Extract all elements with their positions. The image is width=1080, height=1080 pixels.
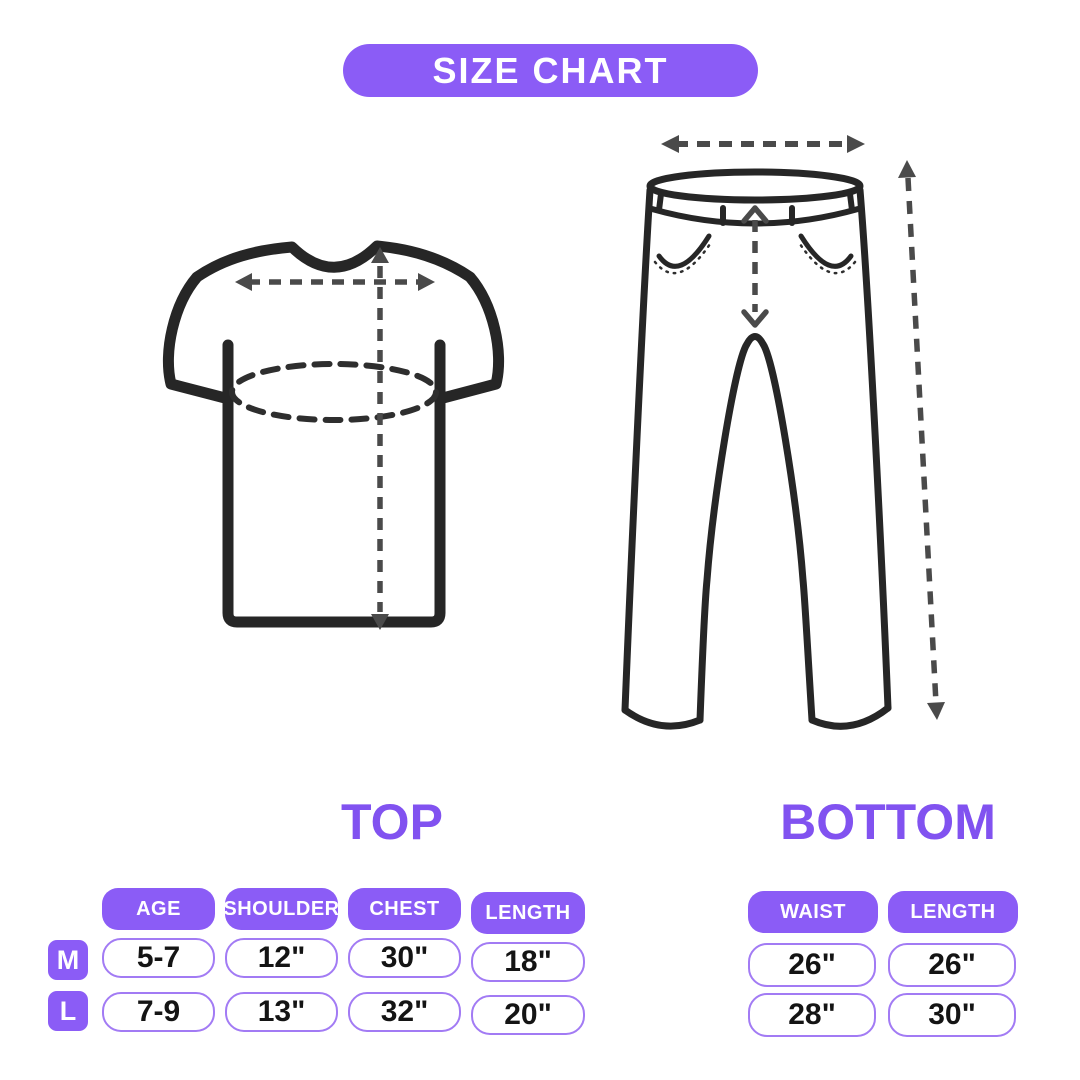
chest-measure-ellipse <box>229 361 439 423</box>
column-header-bottom-length: LENGTH <box>888 891 1018 933</box>
cell-m-shoulder: 12" <box>225 938 338 978</box>
pants-outline <box>621 168 892 730</box>
size-badge-m: M <box>48 940 88 980</box>
column-header-length: LENGTH <box>471 892 585 934</box>
pants-measurement-diagram <box>621 135 945 730</box>
title-text: SIZE CHART <box>432 49 669 91</box>
cell-bottom1-waist: 26" <box>748 943 876 987</box>
cell-l-chest: 32" <box>348 992 461 1032</box>
section-heading-bottom: BOTTOM <box>780 794 996 850</box>
top-length-arrow <box>371 247 389 630</box>
cell-m-age: 5-7 <box>102 938 215 978</box>
tshirt-outline <box>162 240 505 628</box>
title-banner: SIZE CHART <box>343 44 758 97</box>
rise-arrow <box>741 205 769 328</box>
cell-l-length: 20" <box>471 995 585 1035</box>
belt-loops <box>656 191 855 226</box>
tshirt-measurement-diagram <box>162 240 505 630</box>
section-heading-top: TOP <box>341 794 443 850</box>
column-header-age: AGE <box>102 888 215 930</box>
shoulder-width-arrow <box>235 273 435 291</box>
size-badge-l: L <box>48 991 88 1031</box>
cell-m-length: 18" <box>471 942 585 982</box>
pants-length-arrow <box>898 160 945 720</box>
cell-l-age: 7-9 <box>102 992 215 1032</box>
pocket-curves <box>653 233 857 275</box>
waist-width-arrow <box>661 135 865 153</box>
column-header-shoulder: SHOULDER <box>223 888 339 930</box>
column-header-waist: WAIST <box>748 891 878 933</box>
cell-bottom2-waist: 28" <box>748 993 876 1037</box>
cell-bottom2-length: 30" <box>888 993 1016 1037</box>
cell-bottom1-length: 26" <box>888 943 1016 987</box>
column-header-chest: CHEST <box>348 888 461 930</box>
cell-m-chest: 30" <box>348 938 461 978</box>
cell-l-shoulder: 13" <box>225 992 338 1032</box>
